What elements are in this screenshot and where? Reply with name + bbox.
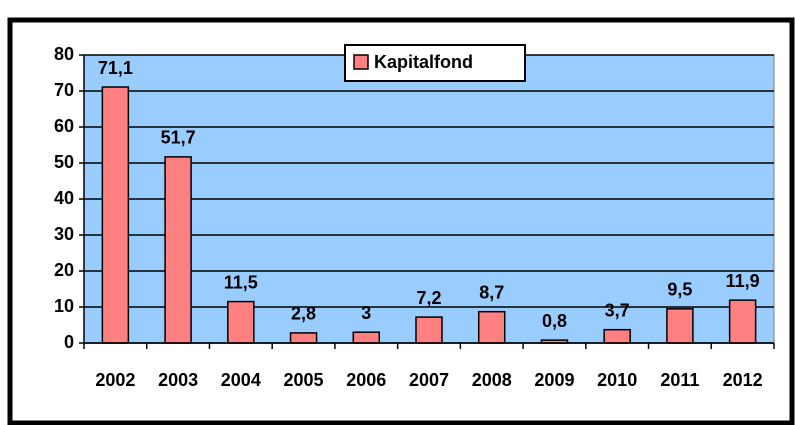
data-label: 7,2: [416, 288, 441, 308]
y-tick-label: 0: [64, 332, 74, 352]
x-tick-label: 2005: [284, 370, 324, 390]
data-label: 8,7: [479, 282, 504, 302]
x-tick-label: 2007: [409, 370, 449, 390]
x-tick-label: 2002: [95, 370, 135, 390]
legend-swatch: [353, 54, 369, 70]
x-tick-label: 2004: [221, 370, 261, 390]
bar: [227, 300, 255, 344]
x-tick-label: 2012: [723, 370, 763, 390]
x-tick-label: 2006: [346, 370, 386, 390]
y-tick-label: 60: [54, 116, 74, 136]
legend-label: Kapitalfond: [374, 52, 473, 72]
bar: [101, 86, 130, 344]
data-label: 3,7: [605, 300, 630, 320]
bar: [603, 328, 631, 344]
legend-box: [344, 44, 526, 82]
y-tick-label: 70: [54, 80, 74, 100]
bar: [666, 308, 694, 344]
y-tick-label: 40: [54, 188, 74, 208]
data-label: 3: [361, 303, 371, 323]
y-tick-label: 30: [54, 224, 74, 244]
bar: [164, 156, 192, 344]
data-label: 0,8: [542, 311, 567, 331]
data-label: 51,7: [161, 128, 196, 148]
data-label: 11,5: [224, 272, 258, 292]
y-tick-label: 20: [54, 260, 74, 280]
bar: [352, 331, 381, 344]
bar: [477, 310, 506, 344]
bar: [415, 316, 443, 344]
bar: [289, 332, 318, 344]
y-tick-label: 10: [54, 296, 74, 316]
data-label: 71,1: [98, 58, 133, 78]
y-tick-label: 80: [54, 44, 74, 64]
x-tick-label: 2003: [158, 370, 198, 390]
x-tick-label: 2009: [534, 370, 574, 390]
x-tick-label: 2008: [472, 370, 512, 390]
bar: [728, 299, 757, 344]
data-label: 11,9: [726, 271, 760, 291]
data-label: 2,8: [291, 304, 316, 324]
x-tick-label: 2010: [597, 370, 637, 390]
y-tick-label: 50: [54, 152, 74, 172]
data-label: 9,5: [667, 280, 692, 300]
x-tick-label: 2011: [660, 370, 699, 390]
